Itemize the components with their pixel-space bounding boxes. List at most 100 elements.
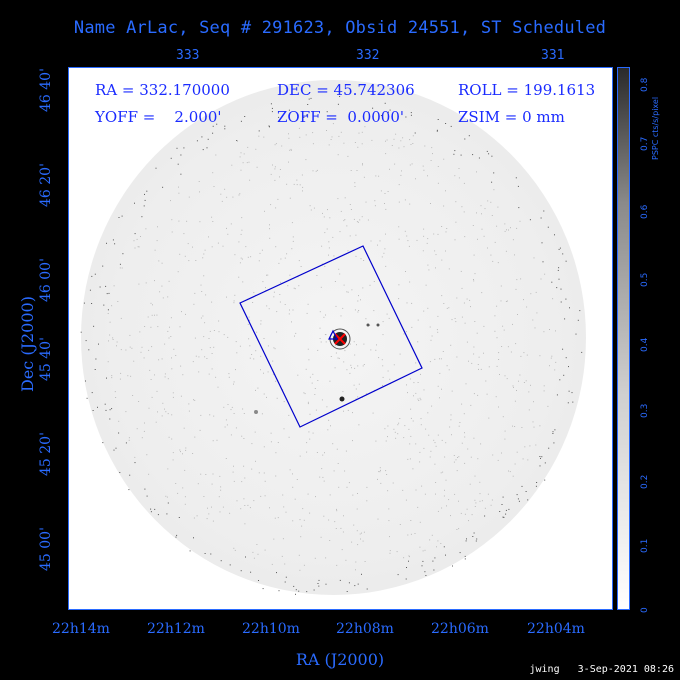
noise-pixel [560,288,562,290]
noise-pixel [201,291,203,292]
noise-pixel [200,317,202,319]
noise-pixel [183,427,185,429]
noise-pixel [395,437,397,439]
noise-pixel [477,238,478,240]
noise-pixel [257,553,259,555]
noise-pixel [328,144,330,146]
noise-pixel [357,300,359,302]
noise-pixel [324,334,326,335]
noise-pixel [456,297,458,299]
noise-pixel [497,459,499,461]
noise-pixel [382,334,384,336]
noise-pixel [200,414,202,416]
noise-pixel [326,111,328,113]
noise-pixel [422,560,424,562]
noise-pixel [493,189,495,191]
noise-pixel [262,281,264,283]
noise-pixel [248,161,250,163]
noise-pixel [317,583,319,584]
noise-pixel [567,402,569,404]
noise-pixel [379,240,381,242]
noise-pixel [382,365,384,367]
noise-pixel [437,315,439,317]
noise-pixel [343,515,344,517]
noise-pixel [380,482,382,484]
noise-pixel [458,456,460,458]
noise-pixel [326,406,328,408]
noise-pixel [552,298,554,300]
colorbar-tick: 0.6 [640,204,650,219]
noise-pixel [269,224,270,226]
noise-pixel [450,515,451,517]
noise-pixel [315,409,317,411]
noise-pixel [410,435,412,437]
noise-pixel [175,355,177,356]
colorbar-tick: 0.2 [640,474,650,489]
noise-pixel [306,591,308,593]
noise-pixel [423,228,425,230]
noise-pixel [134,247,136,249]
noise-pixel [302,508,304,510]
noise-pixel [333,470,335,472]
noise-pixel [350,209,352,210]
noise-pixel [469,299,471,301]
noise-pixel [240,570,242,572]
noise-pixel [343,142,345,144]
noise-pixel [384,203,385,204]
noise-pixel [230,409,232,411]
faint-source [376,323,380,327]
noise-pixel [273,291,275,293]
noise-pixel [446,228,448,229]
noise-pixel [549,365,550,367]
noise-pixel [346,591,348,592]
noise-pixel [208,236,209,238]
noise-pixel [330,356,332,357]
noise-pixel [108,292,110,294]
noise-pixel [419,397,421,399]
noise-pixel [374,205,376,207]
noise-pixel [339,273,341,275]
noise-pixel [179,449,181,451]
noise-pixel [460,512,462,514]
noise-pixel [217,242,219,244]
noise-pixel [431,405,433,407]
noise-pixel [91,275,93,277]
noise-pixel [346,225,348,227]
noise-pixel [508,508,510,510]
noise-pixel [356,530,358,532]
noise-pixel [211,506,212,508]
noise-pixel [270,441,272,443]
noise-pixel [515,177,517,179]
noise-pixel [274,166,276,168]
noise-pixel [506,378,508,380]
noise-pixel [549,329,550,330]
noise-pixel [320,536,322,538]
noise-pixel [274,348,276,350]
noise-pixel [258,135,260,137]
noise-pixel [469,483,471,485]
noise-pixel [405,499,407,501]
noise-pixel [288,313,290,315]
noise-pixel [233,302,235,304]
noise-pixel [316,275,318,276]
noise-pixel [151,396,153,398]
noise-pixel [456,529,458,530]
noise-pixel [533,401,534,403]
noise-pixel [149,369,151,371]
noise-pixel [454,318,456,319]
noise-pixel [256,166,258,168]
noise-pixel [166,513,168,515]
noise-pixel [328,519,330,521]
noise-pixel [434,250,436,252]
noise-pixel [220,560,222,562]
noise-pixel [260,369,261,371]
noise-pixel [389,168,390,170]
noise-pixel [477,394,479,396]
noise-pixel [464,555,466,557]
noise-pixel [387,425,389,427]
noise-pixel [298,554,300,556]
noise-pixel [91,392,93,394]
noise-pixel [472,154,474,156]
noise-pixel [130,375,132,377]
noise-pixel [290,149,292,151]
